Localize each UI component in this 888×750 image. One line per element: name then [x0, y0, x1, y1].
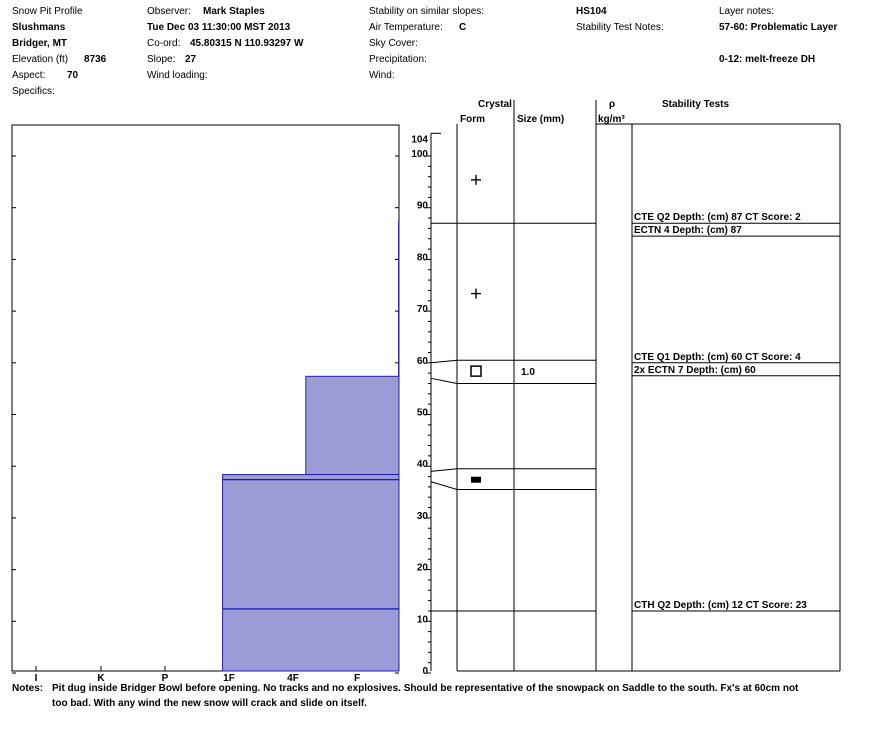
- hardness-profile: [222, 220, 400, 672]
- stability-test-label: CTE Q2 Depth: (cm) 87 CT Score: 2: [634, 212, 801, 223]
- layer-note-1: 57-60: Problematic Layer: [719, 22, 838, 33]
- elevation-label: Elevation (ft): [12, 54, 69, 65]
- layer-boundary: [430, 359, 596, 364]
- height-ruler: [426, 132, 441, 674]
- slope-label: Slope:: [147, 54, 176, 65]
- air-temp-value: C: [459, 22, 467, 33]
- density-header: ρ: [609, 99, 616, 110]
- stability-similar-label: Stability on similar slopes:: [369, 6, 485, 17]
- crystal-square-icon: [470, 365, 482, 377]
- height-tick-label: 10: [417, 614, 429, 625]
- axis-labels: I K P 1F 4F F 0 10 20 30 40 50 60 70 80 90 100 104 1.0 CTE …: [35, 134, 808, 684]
- density-unit: kg/m³: [598, 114, 625, 125]
- size-header: Size (mm): [517, 114, 565, 125]
- height-tick-label: 0: [422, 666, 428, 677]
- observation-datetime: Tue Dec 03 11:30:00 MST 2013: [147, 22, 291, 33]
- layer-boundary: [430, 377, 596, 384]
- height-tick-label: 20: [417, 563, 429, 574]
- crystal-header: Crystal: [478, 99, 512, 110]
- hardness-tick-label: P: [162, 673, 169, 684]
- height-tick-label: 30: [417, 511, 429, 522]
- layer-boundary: [430, 468, 596, 472]
- height-tick-label: 104: [411, 134, 428, 145]
- hardness-tick-label: 4F: [287, 673, 299, 684]
- coord-label: Co-ord:: [147, 38, 181, 49]
- hardness-layer-bar: [222, 474, 400, 672]
- location-name: Slushmans: [12, 22, 66, 33]
- height-tick-label: 60: [417, 356, 429, 367]
- crystal-plus-icon: [471, 288, 481, 299]
- aspect-value: 70: [67, 70, 79, 81]
- region-name: Bridger, MT: [12, 38, 68, 49]
- wind-label: Wind:: [369, 70, 395, 81]
- notes-label: Notes:: [12, 683, 44, 694]
- notes-line-1: Pit dug inside Bridger Bowl before openi…: [52, 683, 799, 694]
- air-temp-label: Air Temperature:: [369, 22, 443, 33]
- slope-value: 27: [185, 54, 197, 65]
- sky-cover-label: Sky Cover:: [369, 38, 418, 49]
- aspect-label: Aspect:: [12, 70, 46, 81]
- layer-table: [430, 100, 841, 672]
- coord-value: 45.80315 N 110.93297 W: [190, 38, 304, 49]
- crystal-size-label: 1.0: [521, 367, 535, 378]
- elevation-value: 8736: [84, 54, 107, 65]
- hardness-tick-label: F: [354, 673, 360, 684]
- stability-test-label: 2x ECTN 7 Depth: (cm) 60: [634, 365, 756, 376]
- stability-test-label: ECTN 4 Depth: (cm) 87: [634, 225, 742, 236]
- notes-line-2: too bad. With any wind the new snow will…: [52, 698, 367, 709]
- profile-title: Snow Pit Profile: [12, 6, 83, 17]
- height-tick-label: 90: [417, 201, 429, 212]
- layer-note-2: 0-12: melt-freeze DH: [719, 54, 816, 65]
- precipitation-label: Precipitation:: [369, 54, 427, 65]
- height-tick-label: 100: [411, 149, 428, 160]
- height-tick-label: 40: [417, 459, 429, 470]
- hardness-layer-bar: [305, 375, 400, 476]
- observer-label: Observer:: [147, 6, 191, 17]
- crystal-plus-icon: [471, 174, 481, 185]
- crystal-bar-icon: [471, 476, 481, 483]
- hardness-tick-label: 1F: [223, 673, 235, 684]
- layer-notes-label: Layer notes:: [719, 6, 775, 17]
- hardness-tick-label: K: [97, 673, 105, 684]
- specifics-label: Specifics:: [12, 86, 55, 97]
- stability-notes-label: Stability Test Notes:: [576, 22, 664, 33]
- stability-test-label: CTE Q1 Depth: (cm) 60 CT Score: 4: [634, 352, 801, 363]
- layer-boundary: [430, 481, 596, 490]
- stability-tests-header: Stability Tests: [662, 99, 730, 110]
- height-tick-label: 80: [417, 252, 429, 263]
- stability-test-label: CTH Q2 Depth: (cm) 12 CT Score: 23: [634, 600, 807, 611]
- observer-value: Mark Staples: [203, 6, 265, 17]
- hardness-tick-label: I: [35, 673, 38, 684]
- hs-value: HS104: [576, 6, 607, 17]
- height-tick-label: 70: [417, 304, 429, 315]
- height-tick-label: 50: [417, 408, 429, 419]
- wind-loading-label: Wind loading:: [147, 70, 208, 81]
- form-header: Form: [460, 114, 485, 125]
